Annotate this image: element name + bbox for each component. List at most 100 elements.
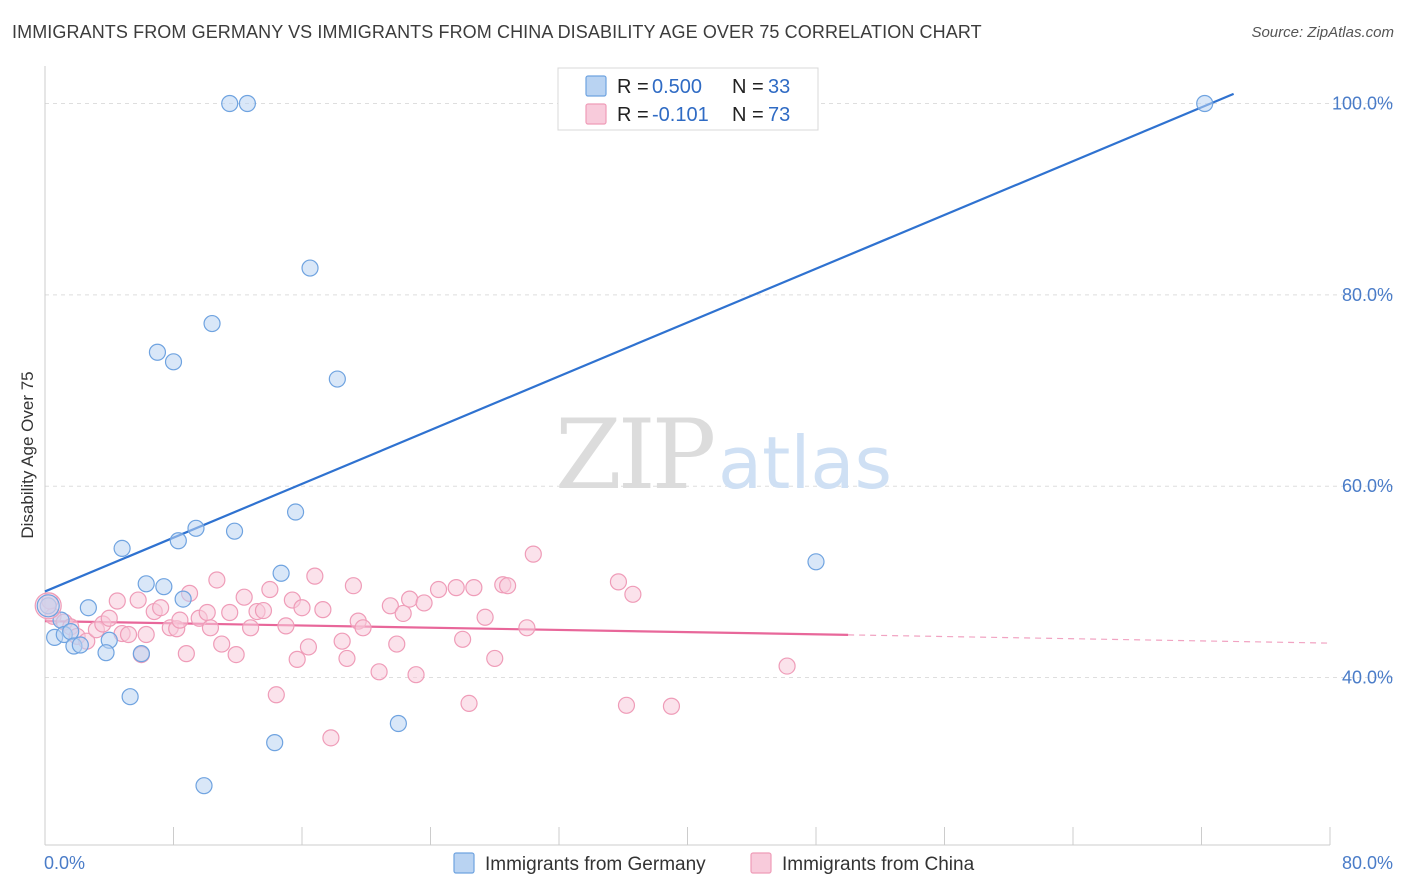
point-china-26 [213, 635, 231, 653]
point-china-59 [465, 579, 483, 597]
point-china-60 [476, 608, 494, 626]
series-legend-swatch-0 [453, 852, 475, 874]
watermark-zip: ZIP [555, 399, 714, 511]
point-germany-21 [203, 314, 221, 333]
y-tick-label-1: 80.0% [1342, 285, 1393, 305]
point-china-57 [454, 630, 472, 648]
point-china-69 [662, 697, 681, 715]
y-tick-label-3: 40.0% [1342, 668, 1393, 688]
point-germany-18 [174, 590, 192, 608]
point-germany-4 [62, 623, 80, 641]
point-china-30 [242, 619, 260, 637]
point-china-56 [447, 579, 465, 597]
point-china-8 [100, 609, 118, 627]
point-germany-6 [71, 636, 89, 654]
point-china-44 [338, 649, 356, 668]
point-china-54 [415, 594, 433, 612]
point-china-70 [778, 657, 796, 675]
point-china-38 [293, 599, 311, 617]
point-china-12 [129, 591, 147, 609]
watermark: ZIP atlas [555, 399, 892, 511]
point-germany-9 [97, 644, 115, 662]
point-germany-19 [187, 519, 205, 537]
point-germany-10 [113, 539, 131, 557]
point-germany-11 [121, 688, 139, 706]
point-china-67 [617, 696, 636, 714]
point-china-66 [609, 573, 628, 591]
trendline-extension-1 [848, 634, 1331, 644]
y-tick-labels: 100.0% 80.0% 60.0% 40.0% [1332, 93, 1393, 687]
point-germany-24 [238, 94, 256, 113]
point-china-19 [171, 611, 189, 629]
point-china-20 [177, 645, 195, 663]
legend-r-label-0: R = [617, 76, 649, 98]
point-germany-26 [272, 564, 290, 582]
point-china-64 [518, 619, 536, 637]
point-germany-25 [266, 734, 284, 752]
point-china-23 [198, 603, 216, 622]
point-china-43 [333, 632, 351, 650]
point-china-49 [381, 597, 399, 615]
point-cluster-china [34, 592, 62, 620]
legend-r-value-0: 0.500 [652, 76, 702, 98]
point-china-58 [460, 694, 478, 712]
point-china-63 [499, 577, 517, 595]
point-china-52 [401, 590, 419, 608]
point-germany-13 [137, 575, 155, 593]
x-tick-label-0: 0.0% [44, 853, 85, 873]
point-china-34 [267, 686, 285, 704]
point-china-61 [486, 649, 504, 668]
trendlines [44, 92, 1331, 644]
point-china-55 [429, 580, 448, 599]
legend-n-label-0: N = [732, 76, 764, 98]
point-china-28 [227, 645, 245, 664]
watermark-atlas: atlas [718, 421, 892, 505]
point-china-39 [299, 638, 318, 656]
legend-n-value-0: 33 [768, 76, 790, 98]
point-china-48 [370, 663, 388, 681]
point-china-47 [354, 619, 372, 637]
series-legend-swatch-1 [750, 852, 772, 874]
series-legend-label-1: Immigrants from China [782, 854, 975, 875]
legend-swatch-0 [585, 75, 607, 97]
chart-title: IMMIGRANTS FROM GERMANY VS IMMIGRANTS FR… [12, 22, 982, 42]
point-china-14 [137, 625, 155, 644]
series-legend: Immigrants from Germany Immigrants from C… [453, 852, 975, 875]
point-germany-17 [169, 532, 187, 550]
point-china-41 [314, 601, 332, 619]
point-germany-32 [1196, 94, 1214, 113]
point-germany-28 [301, 259, 319, 277]
point-germany-22 [221, 94, 239, 113]
data-points [34, 94, 1214, 795]
point-germany-7 [79, 599, 97, 617]
point-germany-23 [225, 522, 244, 540]
trendline-0 [44, 92, 1235, 593]
y-tick-label-0: 100.0% [1332, 93, 1393, 113]
point-china-65 [524, 545, 542, 563]
point-china-50 [388, 635, 406, 653]
point-china-35 [277, 617, 295, 635]
point-germany-29 [328, 370, 346, 388]
point-china-24 [201, 619, 220, 637]
point-china-37 [288, 650, 306, 668]
x-tick-label-1: 80.0% [1342, 853, 1393, 873]
point-china-16 [152, 599, 170, 617]
axes [44, 66, 1331, 846]
point-germany-15 [155, 578, 173, 596]
legend-swatch-1 [585, 103, 607, 125]
point-germany-16 [164, 353, 183, 371]
point-china-33 [261, 580, 279, 599]
point-germany-27 [286, 503, 305, 521]
point-china-32 [254, 601, 273, 620]
point-china-45 [344, 577, 362, 595]
point-china-9 [108, 592, 126, 610]
correlation-legend: R = 0.500 N = 33 R = -0.101 N = 73 [557, 67, 819, 131]
point-cluster-germany [36, 594, 60, 618]
point-china-42 [322, 729, 340, 747]
point-china-68 [624, 585, 642, 603]
point-china-40 [306, 567, 324, 585]
point-china-11 [119, 625, 138, 644]
point-china-25 [208, 571, 226, 589]
point-germany-30 [389, 714, 407, 733]
y-axis-label: Disability Age Over 75 [18, 371, 37, 538]
